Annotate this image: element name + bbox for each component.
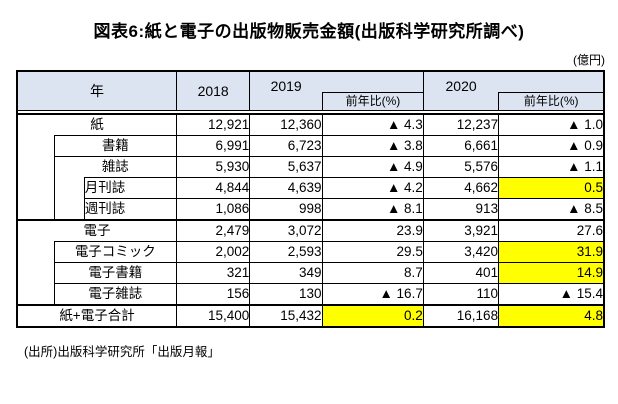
header-year-column: 年 <box>16 71 178 111</box>
value-cell: ▲ 4.3 <box>321 113 424 136</box>
value-cell: 3,921 <box>422 219 500 242</box>
table-body: 紙 12,921 12,360 ▲ 4.3 12,237 ▲ 1.0 書籍 6,991 6,72… <box>17 113 605 328</box>
row-label: 雑誌 <box>53 156 177 178</box>
value-cell: 15,432 <box>249 304 323 328</box>
value-cell: 2,479 <box>176 219 251 242</box>
value-cell: 1,086 <box>176 198 251 221</box>
table-row: 紙+電子合計 15,400 15,432 0.2 16,168 4.8 <box>17 304 605 328</box>
value-cell: 23.9 <box>321 219 424 242</box>
value-cell: 5,930 <box>176 156 251 178</box>
row-label: 週刊誌 <box>83 198 177 220</box>
table-row: 月刊誌 4,844 4,639 ▲ 4.2 4,662 0.5 <box>17 177 605 199</box>
header-2019-group: 2019 前年比(%) <box>249 71 424 111</box>
value-cell: 5,637 <box>249 156 323 178</box>
row-label: 紙 <box>17 113 177 136</box>
value-cell: 156 <box>176 283 251 306</box>
header-double-rule <box>17 110 604 115</box>
header-2018: 2018 <box>176 71 251 111</box>
header-yoy-2019: 前年比(%) <box>322 92 423 110</box>
value-cell: 3,072 <box>249 219 323 242</box>
source-note: (出所)出版科学研究所「出版月報」 <box>24 345 220 359</box>
table-row: 電子 2,479 3,072 23.9 3,921 27.6 <box>17 219 605 242</box>
row-label: 月刊誌 <box>83 177 177 199</box>
value-cell: ▲ 4.2 <box>321 177 424 199</box>
value-cell: 130 <box>249 283 323 306</box>
table-row: 書籍 6,991 6,723 ▲ 3.8 6,661 ▲ 0.9 <box>17 135 605 157</box>
value-cell: 6,991 <box>176 135 251 157</box>
value-cell: 110 <box>422 283 500 306</box>
table-row: 雑誌 5,930 5,637 ▲ 4.9 5,576 ▲ 1.1 <box>17 156 605 178</box>
indent-spacer <box>53 177 85 199</box>
value-cell: 4,662 <box>422 177 500 199</box>
value-cell: 12,921 <box>176 113 251 136</box>
header-yoy-2020: 前年比(%) <box>498 92 603 110</box>
value-cell: 913 <box>422 198 500 221</box>
value-cell: 321 <box>176 262 251 284</box>
value-cell: 14.9 <box>498 262 605 284</box>
value-cell: ▲ 1.1 <box>498 156 605 178</box>
table-row: 週刊誌 1,086 998 ▲ 8.1 913 ▲ 8.5 <box>17 198 605 221</box>
table-row: 電子書籍 321 349 8.7 401 14.9 <box>17 262 605 284</box>
row-label: 紙+電子合計 <box>17 304 177 327</box>
sales-table: 年 2018 2019 前年比(%) 2020 前年比(%) 紙 12,921 12… <box>16 70 605 328</box>
header-2019: 2019 <box>270 78 302 94</box>
value-cell: 6,723 <box>249 135 323 157</box>
header-2020: 2020 <box>445 78 477 94</box>
value-cell: 16,168 <box>422 304 500 328</box>
row-label: 書籍 <box>53 135 177 157</box>
indent-spacer <box>17 157 54 178</box>
value-cell: ▲ 8.5 <box>498 198 605 221</box>
value-cell: 3,420 <box>422 241 500 263</box>
unit-note: (億円) <box>573 53 605 67</box>
value-cell: 27.6 <box>498 219 605 242</box>
row-label: 電子 <box>17 219 177 242</box>
value-cell: 4,844 <box>176 177 251 199</box>
page-title: 図表6:紙と電子の出版物販売金額(出版科学研究所調べ) <box>93 22 525 41</box>
value-cell: 12,360 <box>249 113 323 136</box>
row-label: 電子書籍 <box>53 262 177 284</box>
indent-spacer <box>17 242 54 263</box>
table-header-row: 年 2018 2019 前年比(%) 2020 前年比(%) <box>16 71 605 111</box>
table-row: 電子コミック 2,002 2,593 29.5 3,420 31.9 <box>17 241 605 263</box>
indent-spacer <box>17 136 54 157</box>
value-cell: 0.5 <box>498 177 605 199</box>
value-cell: ▲ 1.0 <box>498 113 605 136</box>
value-cell: 998 <box>249 198 323 221</box>
value-cell: ▲ 4.9 <box>321 156 424 178</box>
value-cell: 31.9 <box>498 241 605 263</box>
value-cell: 15,400 <box>176 304 251 328</box>
value-cell: 8.7 <box>321 262 424 284</box>
value-cell: ▲ 8.1 <box>321 198 424 221</box>
value-cell: 4,639 <box>249 177 323 199</box>
value-cell: 2,593 <box>249 241 323 263</box>
table-row: 紙 12,921 12,360 ▲ 4.3 12,237 ▲ 1.0 <box>17 113 605 136</box>
value-cell: ▲ 3.8 <box>321 135 424 157</box>
value-cell: ▲ 0.9 <box>498 135 605 157</box>
value-cell: 4.8 <box>498 304 605 328</box>
row-label: 電子コミック <box>53 241 177 263</box>
value-cell: ▲ 16.7 <box>321 283 424 306</box>
row-label: 電子雑誌 <box>53 283 177 305</box>
value-cell: 0.2 <box>321 304 424 328</box>
value-cell: 2,002 <box>176 241 251 263</box>
value-cell: 5,576 <box>422 156 500 178</box>
header-2020-group: 2020 前年比(%) <box>422 71 605 111</box>
value-cell: ▲ 15.4 <box>498 283 605 306</box>
value-cell: 6,661 <box>422 135 500 157</box>
indent-spacer <box>17 284 54 306</box>
value-cell: 401 <box>422 262 500 284</box>
value-cell: 349 <box>249 262 323 284</box>
value-cell: 12,237 <box>422 113 500 136</box>
indent-spacer <box>17 199 54 221</box>
indent-spacer <box>17 178 54 199</box>
table-row: 電子雑誌 156 130 ▲ 16.7 110 ▲ 15.4 <box>17 283 605 306</box>
indent-spacer <box>53 198 85 220</box>
value-cell: 29.5 <box>321 241 424 263</box>
indent-spacer <box>17 263 54 284</box>
